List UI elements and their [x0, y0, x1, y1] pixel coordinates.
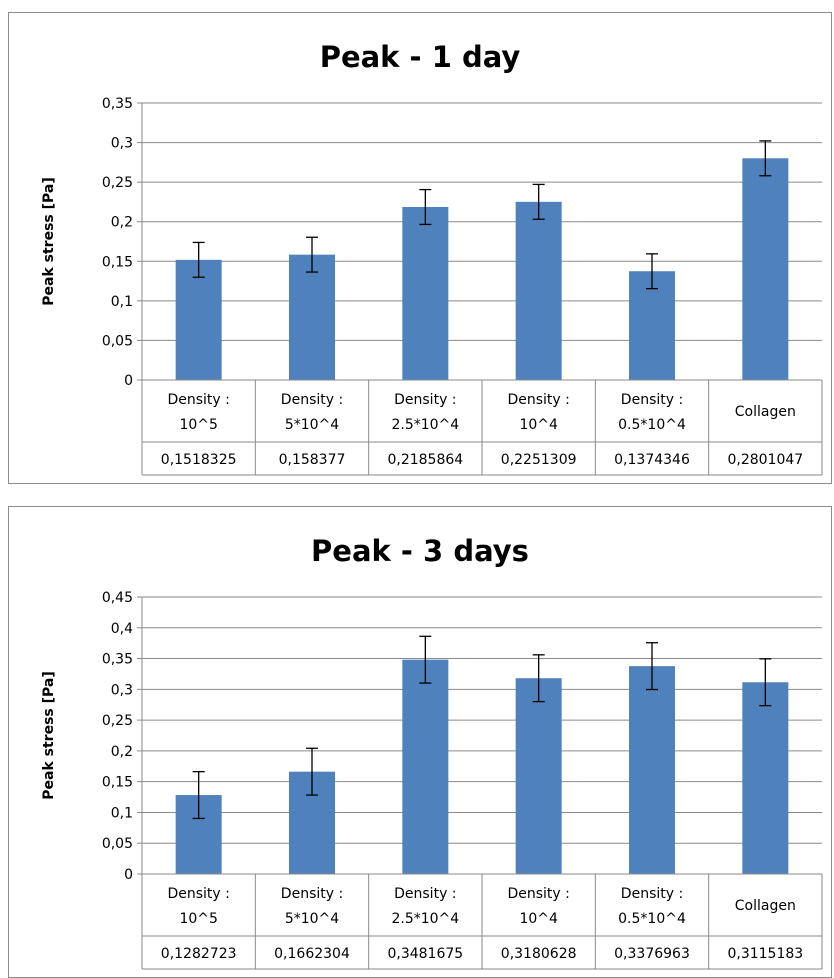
- bar: [515, 201, 562, 380]
- category-label: Density :: [621, 886, 683, 902]
- table-value: 0,3180628: [501, 946, 577, 962]
- y-tick-label: 0,45: [102, 590, 133, 606]
- error-bar: [532, 183, 545, 220]
- table-value: 0,3481675: [387, 946, 463, 962]
- category-label: 10^4: [519, 911, 558, 927]
- category-label: 10^5: [179, 911, 217, 927]
- category-label: 5*10^4: [285, 417, 339, 433]
- category-label: Density :: [507, 392, 569, 408]
- bar: [515, 678, 562, 874]
- bar: [742, 158, 789, 380]
- y-tick-label: 0,2: [111, 215, 133, 231]
- y-tick-label: 0,3: [111, 682, 133, 698]
- table-value: 0,1282723: [161, 946, 237, 962]
- table-value: 0,158377: [279, 452, 346, 468]
- category-label: 2.5*10^4: [391, 911, 459, 927]
- category-label: Density :: [167, 392, 229, 408]
- table-value: 0,1374346: [614, 452, 690, 468]
- table-value: 0,1662304: [274, 946, 350, 962]
- y-tick-label: 0,35: [102, 96, 133, 112]
- y-tick-label: 0,3: [111, 136, 133, 152]
- y-tick-label: 0,1: [111, 805, 133, 821]
- error-bar: [192, 771, 205, 820]
- category-label: Density :: [167, 886, 229, 902]
- bar: [402, 207, 449, 380]
- error-bar: [419, 188, 432, 226]
- error-bar: [646, 253, 658, 290]
- bar: [402, 659, 449, 874]
- error-bar: [306, 747, 318, 796]
- category-label: 0.5*10^4: [618, 911, 686, 927]
- category-label: Density :: [281, 886, 343, 902]
- bar: [629, 666, 675, 874]
- category-label: Density :: [507, 886, 569, 902]
- y-tick-label: 0,2: [111, 744, 133, 760]
- category-label: Collagen: [735, 404, 796, 420]
- error-bar: [419, 635, 432, 684]
- category-label: 2.5*10^4: [391, 417, 459, 433]
- error-bar: [759, 140, 772, 177]
- bar: [289, 254, 335, 380]
- y-tick-label: 0,05: [102, 836, 133, 852]
- chart-3days: Peak - 3 days Peak stress [Pa] 0 0,05 0,1 0,1…: [41, 534, 823, 970]
- chart-1day: Peak - 1 day Peak stress [Pa] 0 0,05 0,1 0,15…: [41, 40, 823, 476]
- table-value: 0,2185864: [387, 452, 463, 468]
- y-tick-label: 0,25: [102, 713, 133, 729]
- category-label: 10^4: [519, 417, 558, 433]
- bar: [175, 259, 222, 380]
- y-tick-label: 0,05: [102, 333, 133, 349]
- table-value: 0,3376963: [614, 946, 690, 962]
- y-tick-label: 0,1: [111, 294, 133, 310]
- bar: [629, 271, 675, 380]
- table-value: 0,3115183: [727, 946, 803, 962]
- table-value: 0,1518325: [161, 452, 237, 468]
- y-tick-label: 0,15: [102, 775, 133, 791]
- category-label: 0.5*10^4: [618, 417, 686, 433]
- category-label: Density :: [394, 392, 456, 408]
- category-label: Density :: [621, 392, 683, 408]
- y-tick-label: 0,4: [111, 621, 133, 637]
- error-bar: [759, 658, 772, 707]
- chart-panel-1day: Peak - 1 day Peak stress [Pa] 0 0,05 0,1 0,15…: [8, 12, 832, 484]
- y-tick-label: 0: [124, 867, 133, 883]
- bar: [742, 682, 789, 874]
- error-bar: [532, 654, 545, 703]
- error-bar: [646, 642, 658, 691]
- error-bar: [192, 241, 205, 278]
- category-label: Collagen: [735, 898, 796, 914]
- category-label: 5*10^4: [285, 911, 339, 927]
- table-value: 0,2251309: [501, 452, 577, 468]
- category-label: Density :: [281, 392, 343, 408]
- chart-title: Peak - 1 day: [320, 40, 521, 74]
- y-axis-label: Peak stress [Pa]: [41, 177, 57, 305]
- y-tick-label: 0: [124, 373, 133, 389]
- chart-title: Peak - 3 days: [311, 534, 529, 568]
- error-bar: [306, 236, 318, 273]
- table-value: 0,2801047: [727, 452, 803, 468]
- y-tick-label: 0,15: [102, 254, 133, 270]
- category-label: 10^5: [179, 417, 217, 433]
- category-label: Density :: [394, 886, 456, 902]
- y-tick-label: 0,35: [102, 652, 133, 668]
- chart-panel-3days: Peak - 3 days Peak stress [Pa] 0 0,05 0,1 0,1…: [8, 506, 832, 978]
- y-axis-label: Peak stress [Pa]: [41, 671, 57, 799]
- y-tick-label: 0,25: [102, 175, 133, 191]
